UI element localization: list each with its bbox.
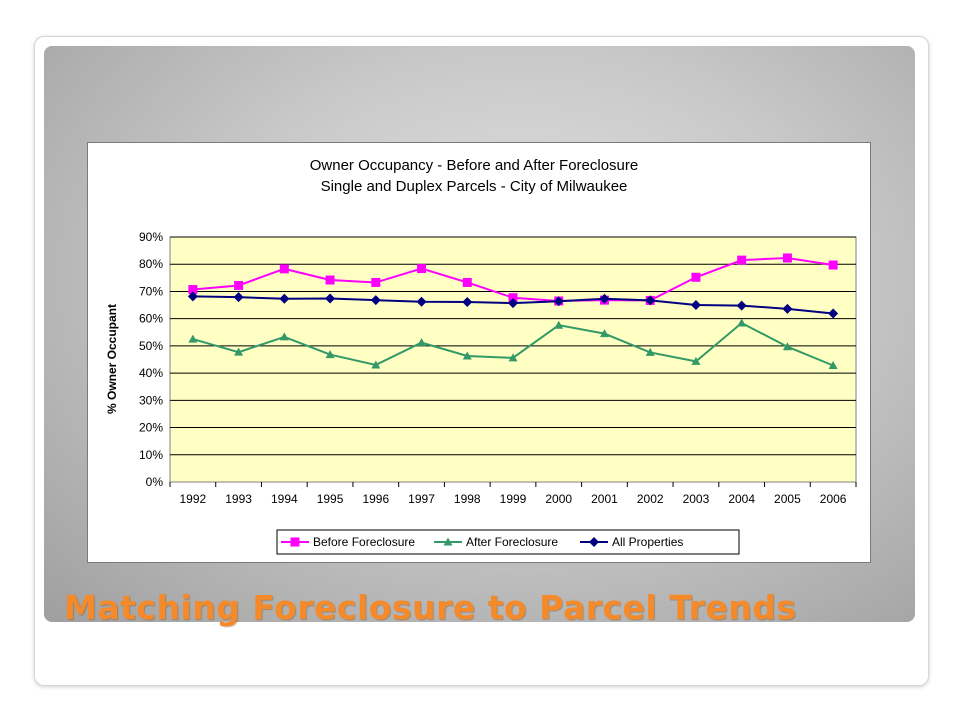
data-point xyxy=(828,360,838,369)
data-point xyxy=(828,260,838,270)
line-chart: Owner Occupancy - Before and After Forec… xyxy=(105,157,857,555)
x-tick-label: 1995 xyxy=(317,492,344,506)
data-point xyxy=(279,332,289,341)
x-tick-label: 1993 xyxy=(225,492,252,506)
data-point xyxy=(462,297,473,308)
x-tick-label: 1997 xyxy=(408,492,435,506)
x-tick-label: 1999 xyxy=(500,492,527,506)
data-point xyxy=(417,338,427,347)
x-tick-label: 2001 xyxy=(591,492,618,506)
y-tick-label: 30% xyxy=(139,393,163,407)
data-point xyxy=(736,300,747,311)
data-point xyxy=(188,285,198,295)
data-point xyxy=(325,293,336,304)
data-point xyxy=(508,298,518,309)
data-point xyxy=(553,296,564,307)
data-point xyxy=(234,347,244,356)
legend-label: Before Foreclosure xyxy=(313,535,415,549)
x-axis-tick-labels: 1992 1993 1994 1995 1996 1997 1998 1999 2000 2001… xyxy=(169,482,857,506)
data-point xyxy=(599,293,610,304)
data-point xyxy=(370,295,381,306)
data-point xyxy=(371,277,381,287)
data-point xyxy=(691,272,701,282)
data-point xyxy=(737,255,747,265)
data-point xyxy=(371,360,381,369)
data-point xyxy=(828,308,839,319)
data-point xyxy=(690,300,701,311)
data-point xyxy=(462,351,472,360)
y-tick-label: 80% xyxy=(139,257,163,271)
x-tick-label: 2005 xyxy=(774,492,801,506)
data-point xyxy=(508,293,518,303)
y-axis-tick-labels: 0% 10% 20% 30% 40% 50% 60% 70% 80% 90% xyxy=(139,230,163,489)
data-point xyxy=(645,347,655,356)
x-tick-label: 2004 xyxy=(728,492,755,506)
data-point xyxy=(417,264,427,274)
series-layer xyxy=(187,253,839,369)
data-point xyxy=(737,318,747,327)
legend-box xyxy=(276,529,740,555)
data-point xyxy=(279,293,290,304)
legend-marker xyxy=(589,537,599,547)
data-point xyxy=(462,277,472,287)
data-point xyxy=(233,292,244,303)
data-point xyxy=(188,334,198,343)
y-tick-label: 40% xyxy=(139,366,163,380)
y-tick-label: 50% xyxy=(139,339,163,353)
chart-container: Owner Occupancy - Before and After Forec… xyxy=(87,142,871,563)
y-tick-label: 70% xyxy=(139,284,163,298)
data-point xyxy=(325,350,335,359)
y-tick-label: 10% xyxy=(139,448,163,462)
data-point xyxy=(325,275,335,285)
x-tick-label: 2003 xyxy=(683,492,710,506)
x-tick-label: 2002 xyxy=(637,492,664,506)
data-point xyxy=(645,295,656,306)
x-tick-label: 1992 xyxy=(180,492,207,506)
y-tick-label: 90% xyxy=(139,230,163,244)
y-tick-label: 60% xyxy=(139,312,163,326)
legend-marker xyxy=(443,537,453,546)
data-point xyxy=(279,264,289,274)
legend: Before Foreclosure After Foreclosure All P… xyxy=(281,535,683,549)
x-tick-label: 2000 xyxy=(545,492,572,506)
data-point xyxy=(599,329,609,338)
data-point xyxy=(782,342,792,351)
x-tick-label: 1994 xyxy=(271,492,298,506)
chart-title-line-1: Owner Occupancy - Before and After Forec… xyxy=(310,157,638,174)
data-point xyxy=(782,253,792,263)
legend-label: All Properties xyxy=(612,535,683,549)
data-point xyxy=(554,320,564,329)
data-point xyxy=(508,353,518,362)
data-point xyxy=(187,291,198,302)
data-point xyxy=(416,296,427,307)
y-axis-label: % Owner Occupant xyxy=(105,304,119,414)
x-tick-label: 1998 xyxy=(454,492,481,506)
slide-title: Matching Foreclosure to Parcel Trends xyxy=(64,588,797,627)
x-tick-label: 1996 xyxy=(362,492,389,506)
y-tick-label: 0% xyxy=(146,475,164,489)
legend-marker xyxy=(290,537,300,547)
data-point xyxy=(691,356,701,365)
y-tick-label: 20% xyxy=(139,421,163,435)
legend-label: After Foreclosure xyxy=(466,535,558,549)
data-point xyxy=(234,280,244,290)
x-tick-label: 2006 xyxy=(820,492,847,506)
chart-title-line-2: Single and Duplex Parcels - City of Milw… xyxy=(321,178,628,195)
data-point xyxy=(782,303,793,314)
